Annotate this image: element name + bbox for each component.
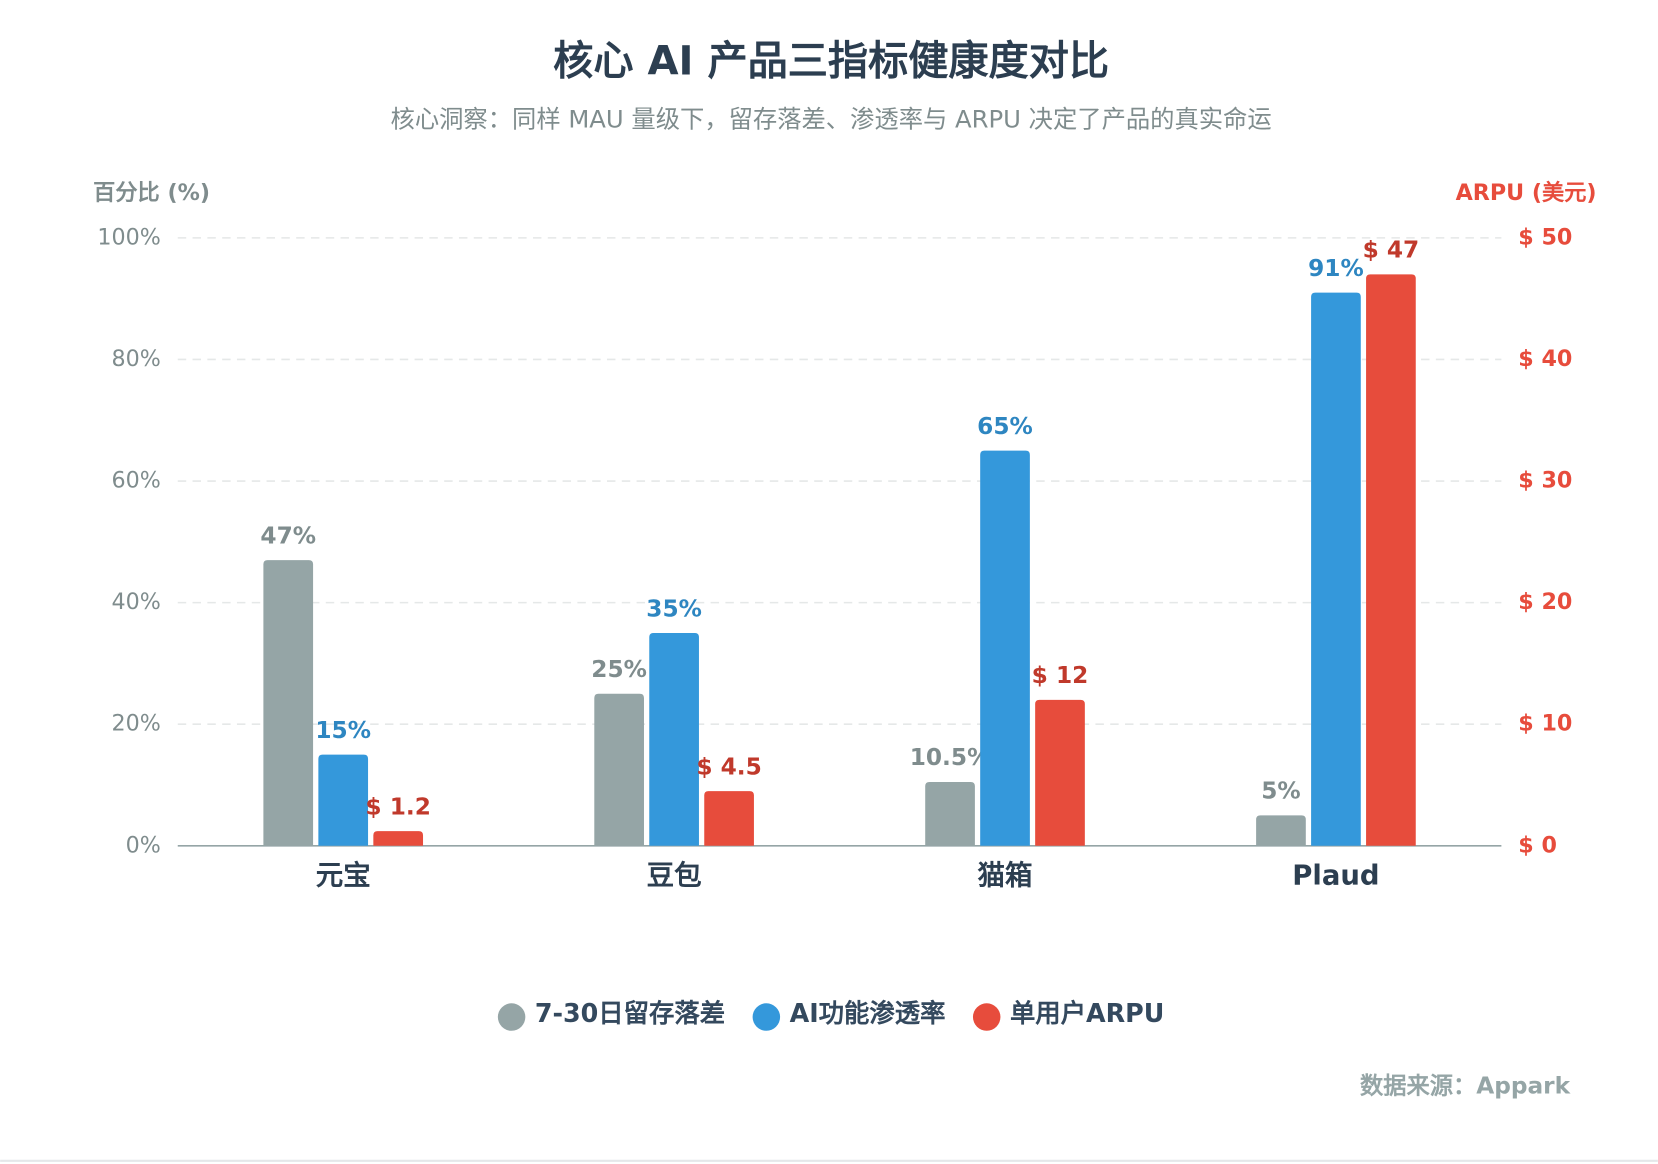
x-tick-label: 元宝 xyxy=(316,859,371,891)
value-label: 35% xyxy=(646,595,702,622)
legend-label: AI功能渗透率 xyxy=(790,998,946,1028)
y-tick-label: 0% xyxy=(126,832,161,858)
bar xyxy=(1366,274,1416,846)
bar xyxy=(318,754,369,846)
value-label: 47% xyxy=(260,522,316,549)
legend-marker xyxy=(972,1003,1001,1031)
value-label: 25% xyxy=(591,656,647,683)
value-label: $ 4.5 xyxy=(696,753,761,780)
legend-marker xyxy=(497,1003,526,1031)
bar xyxy=(980,450,1030,846)
chart-subtitle: 核心洞察：同样 MAU 量级下，留存落差、渗透率与 ARPU 决定了产品的真实命… xyxy=(391,105,1272,134)
bar xyxy=(263,560,314,846)
x-tick-label: 豆包 xyxy=(647,859,702,891)
y-tick-label: 100% xyxy=(97,224,160,250)
bar xyxy=(649,633,699,846)
value-label: 91% xyxy=(1308,255,1364,282)
bar xyxy=(1256,815,1306,846)
value-label: 15% xyxy=(315,717,371,744)
legend-label: 7-30日留存落差 xyxy=(535,998,725,1028)
bar xyxy=(1311,292,1361,846)
bar xyxy=(925,781,975,846)
chart-title: 核心 AI 产品三指标健康度对比 xyxy=(553,38,1109,84)
value-label: $ 47 xyxy=(1363,237,1420,264)
bar xyxy=(594,693,644,846)
value-label: $ 12 xyxy=(1032,662,1089,689)
value-label: $ 1.2 xyxy=(365,793,430,820)
x-tick-label: 猫箱 xyxy=(978,859,1033,891)
y-tick-label: 60% xyxy=(112,468,161,494)
legend-marker xyxy=(752,1003,781,1031)
bar xyxy=(704,791,754,846)
y2-tick-label: $ 10 xyxy=(1518,711,1572,737)
bar xyxy=(373,831,424,846)
legend-label: 单用户ARPU xyxy=(1010,998,1164,1028)
y-tick-label: 40% xyxy=(112,589,161,615)
value-label: 10.5% xyxy=(910,744,991,771)
source-note: 数据来源：Appark xyxy=(1360,1072,1571,1099)
y-tick-label: 80% xyxy=(112,346,161,372)
value-label: 5% xyxy=(1261,778,1300,805)
x-tick-label: Plaud xyxy=(1292,859,1379,891)
bar xyxy=(1035,699,1085,846)
value-label: 65% xyxy=(977,413,1033,440)
y2-tick-label: $ 0 xyxy=(1518,832,1557,858)
y2-tick-label: $ 20 xyxy=(1518,589,1572,615)
y2-axis-title: ARPU (美元) xyxy=(1456,179,1597,206)
y-axis-title: 百分比 (%) xyxy=(93,180,210,206)
y2-tick-label: $ 30 xyxy=(1518,468,1572,494)
y2-tick-label: $ 50 xyxy=(1518,224,1572,250)
y-tick-label: 20% xyxy=(112,711,161,737)
y2-tick-label: $ 40 xyxy=(1518,346,1572,372)
